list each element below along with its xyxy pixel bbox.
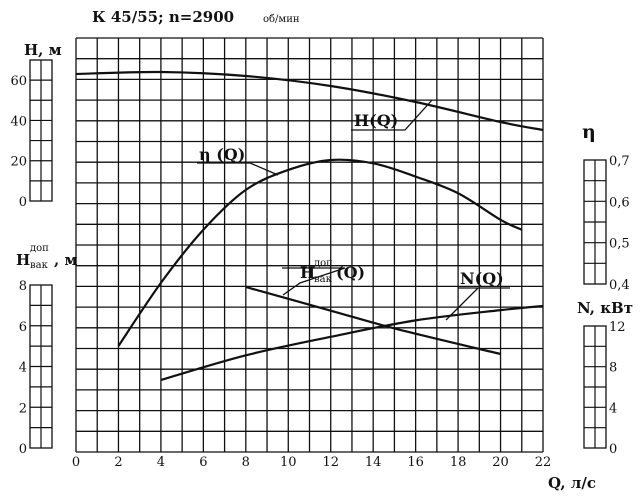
hvak-scale: 0 2 4 6 8	[19, 279, 53, 457]
scale-tick-label: 0,5	[609, 237, 630, 252]
hvak-axis-label-unit: , м	[54, 251, 77, 269]
x-tick-labels: 0 2 4 6 8 10 12 14 16 18 20 22	[72, 455, 551, 470]
etaq-leader-line	[197, 162, 279, 176]
hq-leader-line	[351, 99, 433, 131]
x-tick-label: 18	[450, 455, 467, 470]
x-tick-label: 6	[199, 455, 207, 470]
x-tick-label: 0	[72, 455, 80, 470]
x-tick-label: 2	[114, 455, 122, 470]
scale-tick-label: 60	[10, 74, 27, 89]
n-scale: 0 4 8 12	[583, 320, 626, 457]
eta-scale: 0,4 0,5 0,6 0,7	[583, 154, 630, 293]
x-tick-label: 8	[242, 455, 250, 470]
x-tick-label: 4	[157, 455, 165, 470]
n-axis-label: N, кВт	[577, 299, 633, 317]
h-axis-label: H, м	[24, 41, 62, 59]
scale-tick-label: 0,4	[609, 278, 630, 293]
scale-tick-label: 0	[19, 195, 27, 210]
x-tick-label: 14	[365, 455, 382, 470]
scale-tick-label: 0	[609, 442, 617, 457]
hvakq-curve-label-main: H	[300, 263, 315, 282]
x-tick-label: 20	[492, 455, 509, 470]
hvakq-leader-line	[282, 267, 346, 296]
label-leaders	[197, 99, 510, 321]
hvakq-curve-label-sub: вак	[314, 274, 333, 285]
hvak-axis-label-sup: доп	[30, 243, 49, 254]
hvak-axis-label-main: H	[16, 251, 30, 269]
etaq-curve-label: η (Q)	[199, 145, 245, 164]
curve-h	[75, 70, 544, 132]
x-tick-label: 12	[322, 455, 339, 470]
hvak-axis-label: H доп вак , м	[16, 243, 77, 271]
chart-title-unit: об/мин	[263, 14, 300, 25]
x-tick-label: 10	[280, 455, 297, 470]
scale-tick-label: 8	[19, 279, 27, 294]
hvak-axis-label-sub: вак	[30, 260, 49, 271]
h-scale: 0 20 40 60	[10, 59, 53, 210]
hvakq-curve-label-tail: (Q)	[336, 263, 365, 282]
x-axis-label: Q, л/с	[548, 474, 596, 492]
scale-tick-label: 0,7	[609, 154, 630, 169]
scale-tick-label: 4	[609, 401, 617, 416]
scale-tick-label: 40	[10, 114, 27, 129]
hvakq-curve-label-sup: доп	[314, 258, 333, 269]
chart-title: К 45/55; n=2900	[92, 8, 234, 26]
curve-n	[160, 304, 544, 382]
nq-curve-label: N(Q)	[460, 269, 504, 288]
x-tick-label: 16	[407, 455, 424, 470]
eta-axis-label: η	[582, 121, 596, 143]
scale-tick-label: 0,6	[609, 195, 630, 210]
chart-curves	[75, 70, 544, 382]
scale-tick-label: 8	[609, 361, 617, 376]
curve-eta	[117, 158, 523, 347]
nq-leader-line	[445, 287, 510, 321]
scale-tick-label: 2	[19, 401, 27, 416]
scale-tick-label: 4	[19, 361, 27, 376]
hq-curve-label: H(Q)	[354, 111, 398, 130]
scale-tick-label: 20	[10, 155, 27, 170]
x-tick-label: 22	[535, 455, 552, 470]
hvakq-curve-label: H доп вак (Q)	[300, 258, 365, 285]
scale-tick-label: 12	[609, 320, 626, 335]
scale-tick-label: 0	[19, 442, 27, 457]
curve-hvak	[245, 285, 501, 356]
chart-grid	[75, 37, 544, 453]
scale-tick-label: 6	[19, 320, 27, 335]
